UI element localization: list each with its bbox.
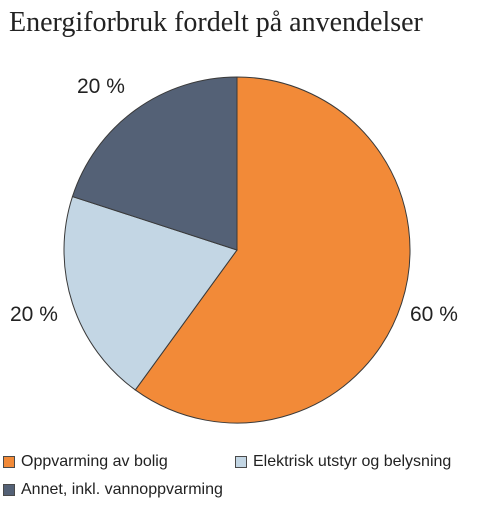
pie-slices (63, 76, 411, 424)
pie-chart: 60 % 20 % 20 % (10, 75, 458, 424)
legend-label-annet: Annet, inkl. vannoppvarming (21, 481, 223, 498)
pie-slice-annet (71, 76, 238, 251)
slice-label-elektrisk: 20 % (10, 303, 58, 326)
legend-item-annet: Annet, inkl. vannoppvarming (3, 480, 223, 500)
legend-swatch-elektrisk (235, 456, 247, 468)
chart-title: Energiforbruk fordelt på anvendelser (9, 7, 423, 38)
legend-swatch-annet (3, 484, 15, 496)
pie-labels: 60 % 20 % 20 % (10, 75, 458, 326)
slice-label-oppvarming: 60 % (410, 303, 458, 326)
legend-item-elektrisk: Elektrisk utstyr og belysning (235, 452, 451, 472)
pie-slice-elektrisk (63, 195, 238, 391)
slice-label-annet: 20 % (77, 75, 125, 98)
legend-item-oppvarming: Oppvarming av bolig (3, 452, 168, 472)
legend-label-oppvarming: Oppvarming av bolig (21, 453, 168, 470)
legend-label-elektrisk: Elektrisk utstyr og belysning (253, 453, 452, 470)
pie-slice-oppvarming (134, 76, 411, 424)
legend-swatch-oppvarming (3, 456, 15, 468)
